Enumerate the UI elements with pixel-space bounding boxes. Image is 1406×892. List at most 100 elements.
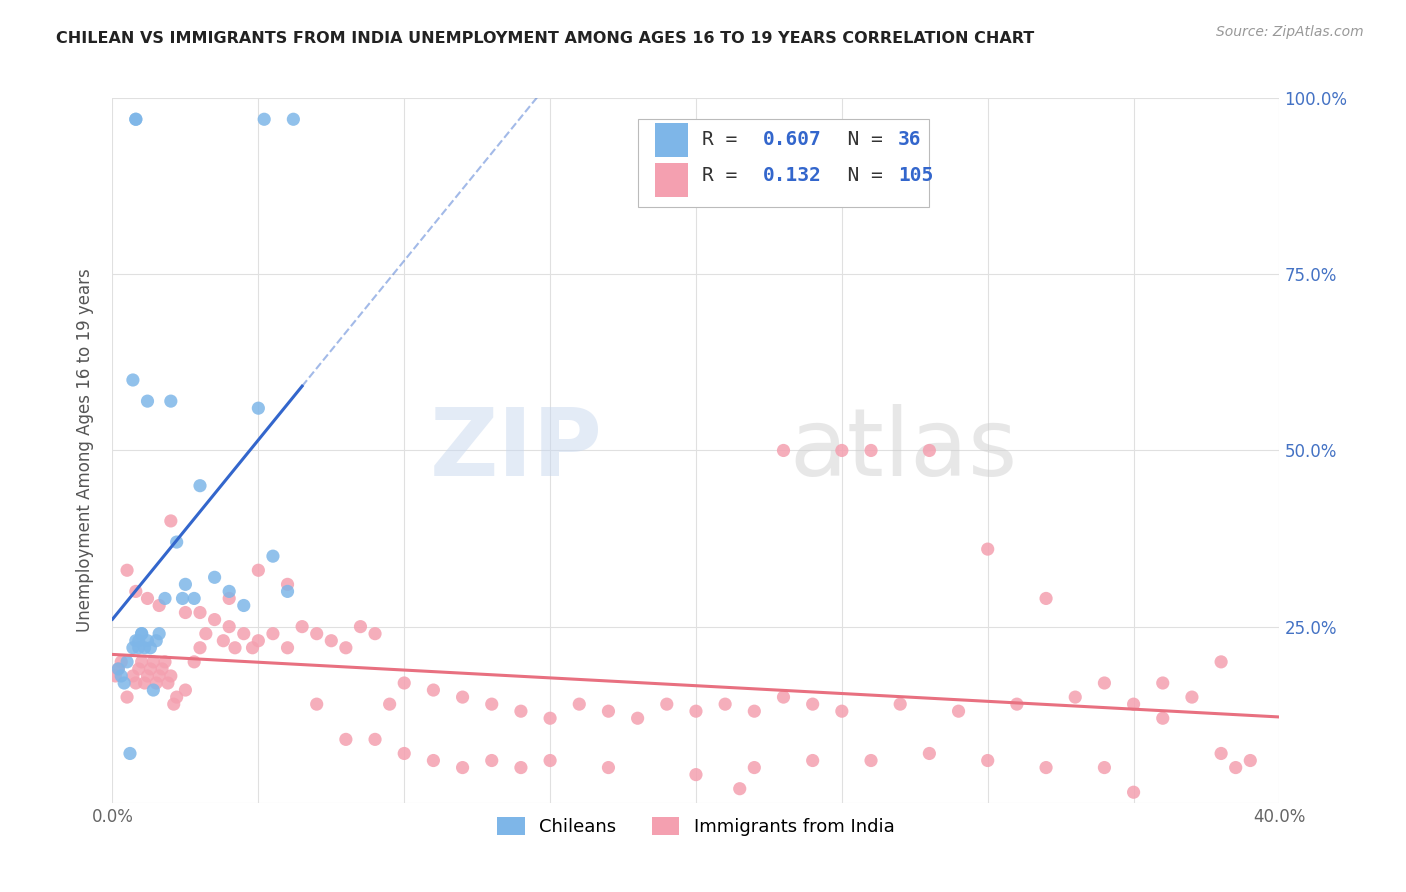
Point: [166, 535, 188, 549]
Point: [918, 747, 941, 761]
Text: Source: ZipAtlas.com: Source: ZipAtlas.com: [1216, 25, 1364, 39]
Point: [156, 676, 179, 690]
Point: [115, 655, 138, 669]
Point: [801, 754, 824, 768]
Point: [188, 478, 211, 492]
Point: [335, 640, 357, 655]
Point: [1064, 690, 1087, 705]
Point: [378, 697, 401, 711]
Point: [218, 619, 240, 633]
Point: [1005, 697, 1028, 711]
Point: [1035, 760, 1057, 774]
Point: [742, 760, 765, 774]
Point: [276, 584, 298, 599]
Point: [204, 570, 226, 584]
Point: [655, 697, 678, 711]
Point: [728, 781, 751, 796]
Point: [860, 754, 883, 768]
Point: [714, 697, 737, 711]
Point: [889, 697, 911, 711]
Point: [125, 633, 148, 648]
Point: [148, 626, 170, 640]
Point: [136, 591, 159, 606]
FancyBboxPatch shape: [638, 120, 929, 207]
Point: [153, 655, 176, 669]
Text: R =: R =: [702, 167, 749, 186]
Point: [142, 683, 165, 698]
Point: [1094, 760, 1116, 774]
Point: [160, 669, 183, 683]
Point: [160, 514, 183, 528]
Text: 36: 36: [898, 130, 921, 149]
Point: [364, 626, 387, 640]
Point: [394, 747, 416, 761]
Point: [598, 704, 620, 718]
Point: [134, 676, 156, 690]
Point: [142, 655, 165, 669]
Point: [276, 640, 298, 655]
Point: [742, 704, 765, 718]
Point: [131, 655, 153, 669]
Point: [104, 669, 127, 683]
Point: [321, 633, 343, 648]
Point: [509, 760, 531, 774]
Point: [335, 732, 357, 747]
Point: [153, 591, 176, 606]
Point: [194, 626, 217, 640]
Point: [150, 662, 173, 676]
Point: [131, 626, 153, 640]
Point: [174, 683, 197, 698]
Point: [538, 754, 561, 768]
Point: [115, 563, 138, 577]
Point: [1035, 591, 1057, 606]
Point: [1225, 760, 1247, 774]
Point: [685, 704, 707, 718]
Point: [242, 640, 264, 655]
Point: [122, 373, 145, 387]
Point: [247, 633, 270, 648]
Point: [172, 591, 194, 606]
Text: CHILEAN VS IMMIGRANTS FROM INDIA UNEMPLOYMENT AMONG AGES 16 TO 19 YEARS CORRELAT: CHILEAN VS IMMIGRANTS FROM INDIA UNEMPLO…: [56, 31, 1035, 46]
Point: [772, 443, 794, 458]
Point: [218, 584, 240, 599]
Point: [112, 676, 135, 690]
Point: [349, 619, 371, 633]
Point: [918, 443, 941, 458]
Point: [538, 711, 561, 725]
Point: [136, 633, 159, 648]
Point: [1239, 754, 1261, 768]
Point: [685, 767, 707, 781]
Point: [394, 676, 416, 690]
Point: [128, 662, 150, 676]
Point: [118, 747, 141, 761]
Point: [122, 640, 145, 655]
Point: [174, 577, 197, 591]
Point: [218, 591, 240, 606]
Point: [145, 676, 167, 690]
Point: [128, 640, 150, 655]
Point: [174, 606, 197, 620]
Text: N =: N =: [824, 167, 894, 186]
Point: [122, 669, 145, 683]
Point: [163, 697, 186, 711]
Point: [125, 112, 148, 127]
Point: [160, 394, 183, 409]
Point: [183, 591, 205, 606]
Point: [183, 655, 205, 669]
Point: [1209, 747, 1232, 761]
Text: R =: R =: [702, 130, 749, 149]
Text: N =: N =: [824, 130, 894, 149]
Point: [110, 655, 132, 669]
Text: ZIP: ZIP: [430, 404, 603, 497]
Point: [139, 640, 162, 655]
Point: [262, 626, 284, 640]
Point: [481, 754, 503, 768]
Point: [1122, 785, 1144, 799]
Point: [247, 401, 270, 416]
Point: [145, 633, 167, 648]
Point: [204, 613, 226, 627]
Point: [598, 760, 620, 774]
Point: [136, 669, 159, 683]
Point: [148, 669, 170, 683]
Point: [1209, 655, 1232, 669]
